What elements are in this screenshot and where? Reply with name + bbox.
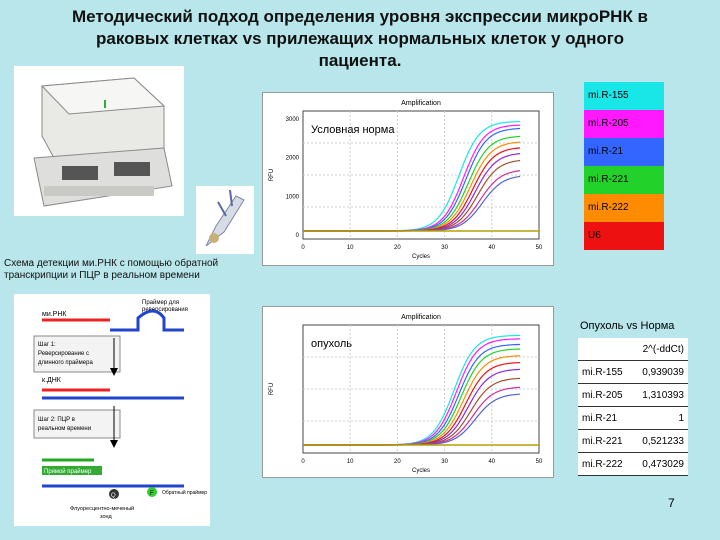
results-row-value: 0,939039 bbox=[632, 360, 688, 384]
chart-annotation: опухоль bbox=[311, 338, 352, 350]
chart-annotation: Условная норма bbox=[311, 124, 395, 136]
page-number: 7 bbox=[668, 496, 675, 510]
y-axis-label: RFU bbox=[269, 383, 275, 395]
mirna-label: ми.РНК bbox=[42, 311, 67, 318]
results-row-value: 0,521233 bbox=[632, 429, 688, 453]
results-column-header: 2^(-ddCt) bbox=[632, 338, 688, 361]
results-heading: Опухоль vs Норма bbox=[580, 320, 675, 332]
title-line-3: пациента. bbox=[318, 51, 402, 70]
pcr-instrument-image bbox=[14, 66, 184, 216]
probe-label: Флуоресцентно-меченый bbox=[70, 505, 134, 512]
svg-text:реверсирования: реверсирования bbox=[142, 307, 188, 313]
tube-diagram-image bbox=[196, 186, 254, 254]
legend-item-2: mi.R-21 bbox=[584, 138, 664, 166]
scheme-caption-line-1: Схема детекции ми.РНК с помощью обратной bbox=[4, 258, 219, 269]
results-row-name: mi.R-205 bbox=[578, 383, 633, 407]
svg-text:длинного праймера: длинного праймера bbox=[38, 359, 93, 366]
amplification-chart-normal: Amplification 0 10 20 30 40 50 Cycles RFU 3000 200… bbox=[262, 92, 554, 266]
x-tick-label: 30 bbox=[441, 459, 448, 465]
step2-label: Шаг 2: ПЦР в bbox=[38, 417, 75, 423]
svg-text:зонд: зонд bbox=[100, 514, 113, 520]
legend-item-0: mi.R-155 bbox=[584, 82, 664, 110]
quencher-label: Q bbox=[111, 493, 116, 499]
x-tick-label: 10 bbox=[347, 245, 354, 251]
results-row-value: 0,473029 bbox=[632, 452, 688, 476]
scheme-caption-line-2: транскрипции и ПЦР в реальном времени bbox=[4, 270, 200, 281]
primer-label: Праймер для bbox=[142, 299, 179, 306]
x-tick-label: 50 bbox=[536, 245, 543, 251]
results-row-name: mi.R-155 bbox=[578, 360, 633, 384]
results-row: mi.R-21 1 bbox=[578, 406, 688, 430]
results-row-value: 1 bbox=[632, 406, 688, 430]
chart-title: Amplification bbox=[401, 314, 441, 321]
slide-title: Методический подход определения уровня э… bbox=[0, 6, 720, 72]
y-axis-label: RFU bbox=[269, 169, 275, 181]
results-row-name: mi.R-222 bbox=[578, 452, 633, 476]
x-tick-label: 10 bbox=[347, 459, 354, 465]
x-tick-label: 40 bbox=[488, 245, 495, 251]
x-axis-label: Cycles bbox=[412, 468, 430, 474]
results-table-wrap: 2^(-ddCt) mi.R-155 0,939039 mi.R-205 1,3103… bbox=[578, 338, 688, 476]
x-axis-label: Cycles bbox=[412, 254, 430, 260]
step1-label: Шаг 1: bbox=[38, 342, 56, 348]
results-row: mi.R-155 0,939039 bbox=[578, 360, 688, 384]
x-tick-label: 30 bbox=[441, 245, 448, 251]
y-tick-label: 3000 bbox=[286, 117, 300, 123]
legend-item-1: mi.R-205 bbox=[584, 110, 664, 138]
y-tick-label: 0 bbox=[296, 233, 300, 239]
cdna-label: к.ДНК bbox=[42, 377, 62, 384]
x-tick-label: 0 bbox=[301, 459, 305, 465]
forward-primer-label: Прямой праймер bbox=[44, 468, 92, 475]
rt-pcr-scheme: ми.РНК Праймер для реверсирования Шаг 1:… bbox=[14, 294, 210, 526]
x-tick-label: 40 bbox=[488, 459, 495, 465]
x-tick-label: 0 bbox=[301, 245, 305, 251]
svg-text:реальном времени: реальном времени bbox=[38, 426, 91, 432]
results-row-name: mi.R-221 bbox=[578, 429, 633, 453]
results-row: mi.R-222 0,473029 bbox=[578, 452, 688, 476]
legend-item-3: mi.R-221 bbox=[584, 166, 664, 194]
results-row: mi.R-205 1,310393 bbox=[578, 383, 688, 407]
legend-item-5: U6 bbox=[584, 222, 664, 250]
x-tick-label: 20 bbox=[394, 245, 401, 251]
fluorophore-icon bbox=[147, 487, 157, 497]
title-line-2: раковых клетках vs прилежащих нормальных… bbox=[96, 29, 624, 48]
results-table: 2^(-ddCt) mi.R-155 0,939039 mi.R-205 1,3103… bbox=[578, 338, 688, 476]
quencher-icon bbox=[109, 489, 119, 499]
x-tick-label: 20 bbox=[394, 459, 401, 465]
chart-title: Amplification bbox=[401, 100, 441, 107]
legend-item-4: mi.R-222 bbox=[584, 194, 664, 222]
title-line-1: Методический подход определения уровня э… bbox=[71, 7, 648, 26]
reverse-primer-label: Обратный праймер bbox=[162, 489, 207, 496]
results-row-value: 1,310393 bbox=[632, 383, 688, 407]
scheme-caption: Схема детекции ми.РНК с помощью обратной… bbox=[4, 258, 266, 282]
results-row-name: mi.R-21 bbox=[578, 406, 633, 430]
amplification-chart-tumor: Amplification 0 10 20 30 40 50 Cycles RFU опухоль bbox=[262, 306, 554, 478]
fluorophore-label: F bbox=[150, 491, 154, 497]
y-tick-label: 1000 bbox=[286, 194, 300, 200]
svg-text:Реверсирование с: Реверсирование с bbox=[38, 351, 89, 357]
y-tick-label: 2000 bbox=[286, 156, 300, 162]
results-row: mi.R-221 0,521233 bbox=[578, 429, 688, 453]
x-tick-label: 50 bbox=[536, 459, 543, 465]
